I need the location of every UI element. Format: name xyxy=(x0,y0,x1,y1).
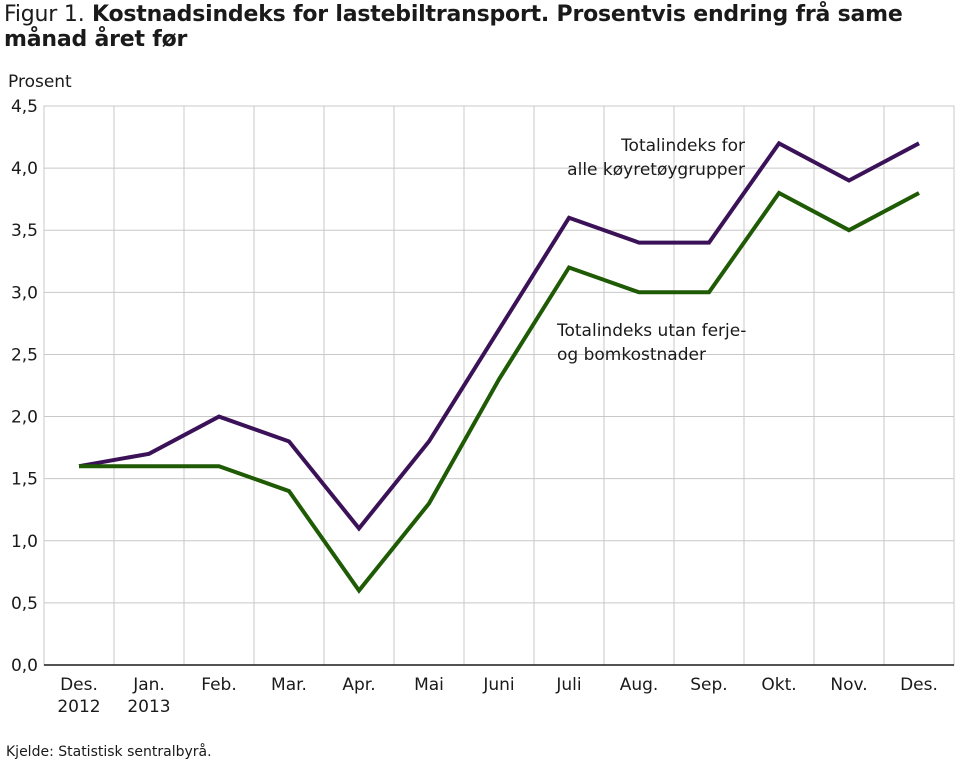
y-tick-label: 1,5 xyxy=(11,470,38,490)
y-tick-label: 4,0 xyxy=(11,159,38,179)
x-tick-label: Aug. xyxy=(620,675,659,695)
x-tick-label: Mai xyxy=(414,675,444,695)
x-tick-label: Juli xyxy=(555,675,581,695)
y-tick-label: 4,5 xyxy=(11,97,38,117)
series-lines xyxy=(78,140,920,594)
source-note: Kjelde: Statistisk sentralbyrå. xyxy=(6,744,212,760)
y-tick-label: 3,0 xyxy=(11,283,38,303)
y-tick-label: 0,0 xyxy=(11,656,38,676)
chart-title: Figur 1. Kostnadsindeks for lastebiltran… xyxy=(4,2,954,52)
series-line-2 xyxy=(79,190,920,594)
x-tick-label: Jan. xyxy=(132,675,165,695)
x-tick-label: Mar. xyxy=(271,675,307,695)
x-tick-label: Apr. xyxy=(342,675,375,695)
x-tick-label: Des. xyxy=(900,675,938,695)
series-label-1: alle køyretøygrupper xyxy=(567,160,745,180)
x-tick-label: Des. xyxy=(60,675,98,695)
y-tick-label: 2,0 xyxy=(11,408,38,428)
y-tick-label: 0,5 xyxy=(11,594,38,614)
y-tick-label: 1,0 xyxy=(11,532,38,552)
series-label-2: og bomkostnader xyxy=(557,345,706,365)
x-tick-label: Feb. xyxy=(201,675,237,695)
x-tick-label: 2013 xyxy=(127,697,170,717)
series-line-1 xyxy=(78,140,920,532)
title-text: Kostnadsindeks for lastebiltransport. Pr… xyxy=(4,2,903,52)
x-tick-label: Nov. xyxy=(830,675,867,695)
series-annotations: Totalindeks for alle køyretøygrupper Total… xyxy=(556,136,746,365)
figure-label: Figur 1. xyxy=(4,2,85,27)
gridlines xyxy=(43,105,955,666)
x-tick-label: Juni xyxy=(482,675,514,695)
plot-frame xyxy=(43,105,955,666)
y-tick-label: 3,5 xyxy=(11,221,38,241)
series-label-2: Totalindeks utan ferje- xyxy=(556,321,746,341)
y-tick-labels: 0,0 0,5 1,0 1,5 2,0 2,5 3,0 3,5 4,0 4,5 xyxy=(11,97,38,676)
series-label-1: Totalindeks for xyxy=(620,136,745,156)
x-tick-label: Okt. xyxy=(761,675,796,695)
y-tick-label: 2,5 xyxy=(11,345,38,365)
x-tick-label: 2012 xyxy=(57,697,100,717)
x-tick-label: Sep. xyxy=(690,675,727,695)
y-axis-label: Prosent xyxy=(8,72,72,92)
